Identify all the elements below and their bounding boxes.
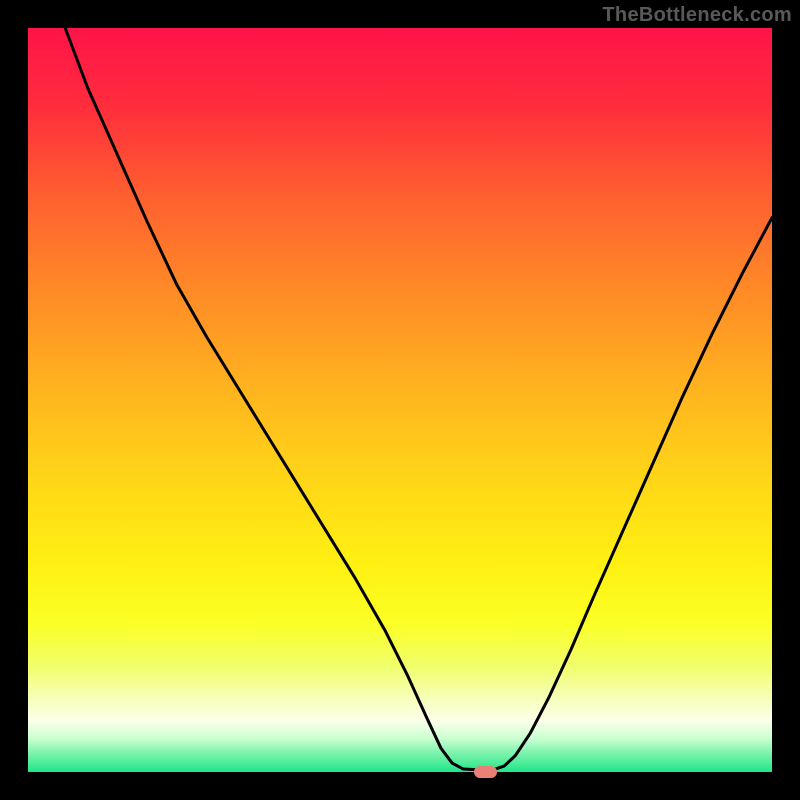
gradient-background [28, 28, 772, 772]
watermark-text: TheBottleneck.com [602, 4, 792, 27]
minimum-marker [474, 766, 498, 778]
plot-area [28, 28, 772, 772]
